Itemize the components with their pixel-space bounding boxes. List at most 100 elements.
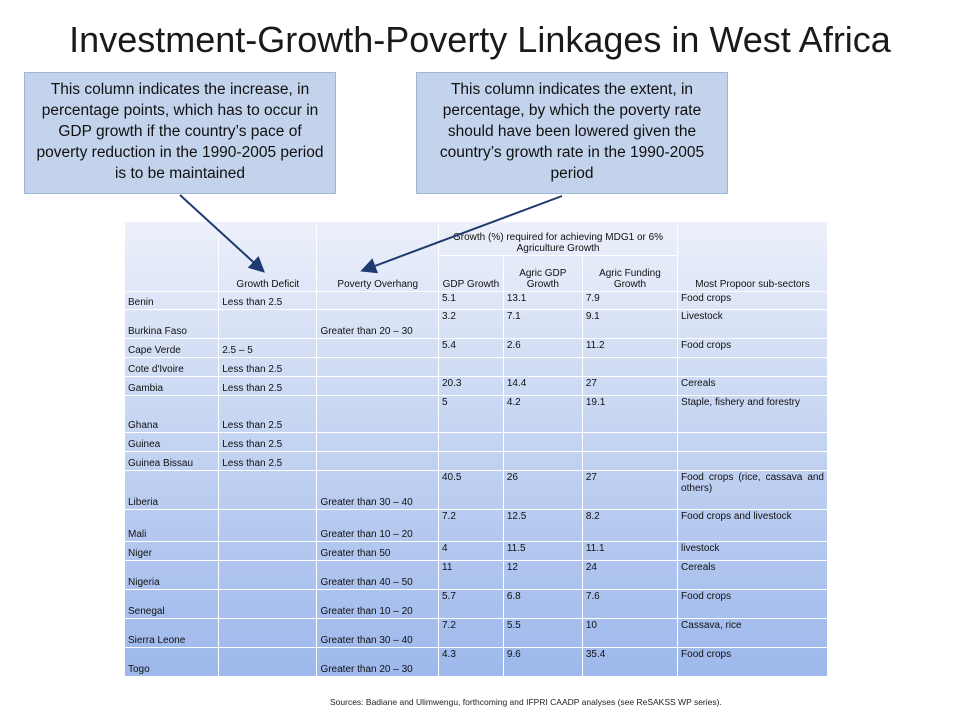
growth-deficit-cell: Less than 2.5: [218, 432, 318, 452]
gdp-growth-cell: 7.2: [438, 618, 504, 648]
table-row: Benin Less than 2.5 5.1 13.1 7.9 Food crops: [123, 291, 828, 310]
gdp-growth-cell: [438, 451, 504, 471]
sources-note: Sources: Badiane and Ulimwengu, forthcom…: [330, 697, 722, 707]
gdp-growth-cell: 40.5: [438, 470, 504, 510]
poverty-overhang-cell: [316, 395, 439, 433]
country-cell: Cape Verde: [123, 338, 220, 358]
gdp-growth-cell: 5.1: [438, 291, 504, 310]
gdp-growth-cell: 4: [438, 541, 504, 561]
agric-gdp-growth-cell: [502, 432, 583, 452]
agric-funding-growth-cell: 7.9: [581, 291, 679, 310]
country-cell: Niger: [123, 541, 220, 561]
country-cell: Gambia: [123, 376, 220, 396]
subsectors-cell: Food crops (rice, cassava and others): [677, 470, 828, 510]
poverty-overhang-header: Poverty Overhang: [316, 221, 439, 292]
agric-funding-growth-cell: 10: [581, 618, 679, 648]
poverty-overhang-cell: Greater than 10 – 20: [316, 509, 439, 542]
subsectors-cell: Cereals: [677, 376, 828, 396]
country-cell: Sierra Leone: [123, 618, 220, 648]
country-cell: Burkina Faso: [123, 309, 220, 339]
subsectors-cell: Livestock: [677, 309, 828, 339]
subsectors-cell: Cereals: [677, 560, 828, 590]
agric-gdp-growth-cell: 14.4: [502, 376, 583, 396]
table-row: Cote d'Ivoire Less than 2.5: [123, 357, 828, 377]
agric-funding-growth-cell: 35.4: [581, 647, 679, 677]
country-cell: Togo: [123, 647, 220, 677]
agric-gdp-growth-cell: 13.1: [502, 291, 583, 310]
table-row: Togo Greater than 20 – 30 4.3 9.6 35.4 Food c…: [123, 647, 828, 677]
agric-gdp-growth-cell: 26: [502, 470, 583, 510]
agric-funding-growth-cell: 7.6: [581, 589, 679, 619]
poverty-overhang-cell: Greater than 20 – 30: [316, 647, 439, 677]
subsectors-cell: [677, 432, 828, 452]
growth-deficit-cell: Less than 2.5: [218, 451, 318, 471]
gdp-growth-cell: 5: [438, 395, 504, 433]
agric-gdp-growth-cell: 12.5: [502, 509, 583, 542]
agric-funding-growth-cell: [581, 432, 679, 452]
country-cell: Cote d'Ivoire: [123, 357, 220, 377]
agric-gdp-growth-cell: 7.1: [502, 309, 583, 339]
growth-deficit-cell: [218, 470, 318, 510]
table-row: Ghana Less than 2.5 5 4.2 19.1 Staple, fisher…: [123, 395, 828, 433]
table-row: Mali Greater than 10 – 20 7.2 12.5 8.2 Food c…: [123, 509, 828, 542]
country-cell: Guinea: [123, 432, 220, 452]
table-row: Nigeria Greater than 40 – 50 11 12 24 Cereals: [123, 560, 828, 590]
growth-deficit-cell: [218, 509, 318, 542]
table-row: Guinea Less than 2.5: [123, 432, 828, 452]
table-row: Guinea Bissau Less than 2.5: [123, 451, 828, 471]
table-row: Sierra Leone Greater than 30 – 40 7.2 5.5 10…: [123, 618, 828, 648]
poverty-overhang-cell: Greater than 50: [316, 541, 439, 561]
agric-funding-growth-cell: [581, 357, 679, 377]
agric-gdp-growth-cell: 5.5: [502, 618, 583, 648]
subsectors-cell: Food crops: [677, 338, 828, 358]
subsectors-cell: Food crops: [677, 647, 828, 677]
growth-deficit-cell: [218, 647, 318, 677]
agric-gdp-growth-cell: 9.6: [502, 647, 583, 677]
agric-funding-growth-cell: [581, 451, 679, 471]
country-cell: Guinea Bissau: [123, 451, 220, 471]
poverty-overhang-cell: [316, 432, 439, 452]
gdp-growth-cell: 5.7: [438, 589, 504, 619]
gdp-growth-cell: [438, 357, 504, 377]
agric-gdp-growth-cell: 11.5: [502, 541, 583, 561]
subsectors-cell: Food crops: [677, 589, 828, 619]
country-cell: Liberia: [123, 470, 220, 510]
slide-title: Investment-Growth-Poverty Linkages in We…: [69, 19, 891, 60]
country-cell: Ghana: [123, 395, 220, 433]
agric-gdp-growth-cell: 4.2: [502, 395, 583, 433]
agric-funding-growth-cell: 11.1: [581, 541, 679, 561]
growth-deficit-cell: [218, 618, 318, 648]
agric-gdp-growth-cell: [502, 357, 583, 377]
agric-gdp-growth-cell: 6.8: [502, 589, 583, 619]
poverty-overhang-cell: [316, 357, 439, 377]
growth-deficit-cell: Less than 2.5: [218, 395, 318, 433]
gdp-growth-header: GDP Growth: [438, 255, 504, 292]
subsectors-cell: [677, 357, 828, 377]
subsectors-cell: [677, 451, 828, 471]
table-row: Gambia Less than 2.5 20.3 14.4 27 Cereals: [123, 376, 828, 396]
agric-funding-growth-cell: 11.2: [581, 338, 679, 358]
agric-gdp-growth-cell: 12: [502, 560, 583, 590]
poverty-overhang-cell: [316, 451, 439, 471]
agric-funding-growth-cell: 27: [581, 470, 679, 510]
growth-deficit-header: Growth Deficit: [218, 221, 318, 292]
growth-deficit-cell: Less than 2.5: [218, 291, 318, 310]
growth-deficit-cell: [218, 541, 318, 561]
gdp-growth-cell: 5.4: [438, 338, 504, 358]
growth-deficit-cell: [218, 560, 318, 590]
agric-funding-growth-cell: 9.1: [581, 309, 679, 339]
growth-deficit-callout: This column indicates the increase, in p…: [24, 72, 336, 194]
poverty-overhang-cell: [316, 291, 439, 310]
growth-deficit-cell: Less than 2.5: [218, 357, 318, 377]
agric-funding-growth-cell: 19.1: [581, 395, 679, 433]
growth-required-header: Growth (%) required for achieving MDG1 o…: [437, 221, 679, 256]
growth-deficit-cell: 2.5 – 5: [218, 338, 318, 358]
growth-deficit-cell: Less than 2.5: [218, 376, 318, 396]
gdp-growth-cell: 7.2: [438, 509, 504, 542]
table-row: Liberia Greater than 30 – 40 40.5 26 27 Food …: [123, 470, 828, 510]
agric-funding-growth-cell: 8.2: [581, 509, 679, 542]
poverty-overhang-cell: [316, 338, 439, 358]
poverty-overhang-callout: This column indicates the extent, in per…: [416, 72, 728, 194]
agric-gdp-growth-header: Agric GDP Growth: [502, 255, 583, 292]
poverty-overhang-cell: [316, 376, 439, 396]
